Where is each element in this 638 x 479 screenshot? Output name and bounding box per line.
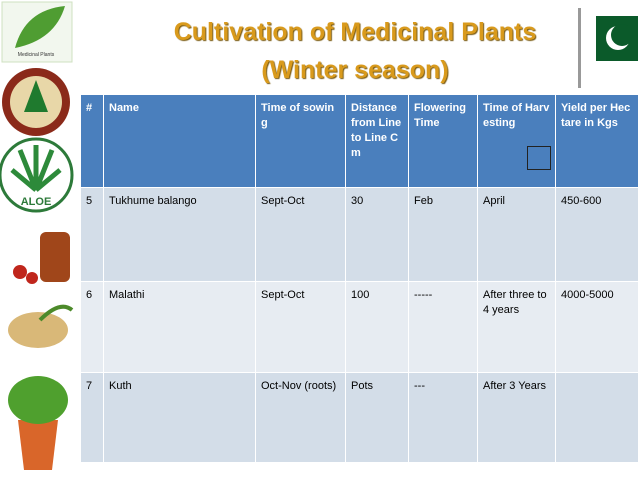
- ginger: [8, 312, 68, 348]
- table-cell: April: [477, 187, 556, 282]
- checkbox: [527, 146, 551, 170]
- column-header: Yield per Hectare in Kgs: [555, 94, 638, 188]
- column-header: Distance from Line to Line Cm: [345, 94, 409, 188]
- table-cell: Tukhume balango: [103, 187, 256, 282]
- table-cell: 30: [345, 187, 409, 282]
- table-cell: Oct-Nov (roots): [255, 372, 346, 463]
- tree: [24, 80, 48, 112]
- basil: [8, 376, 68, 424]
- logo-text: Medicinal Plants: [18, 52, 55, 58]
- column-header: Time of Harvesting: [477, 94, 556, 188]
- table-cell: 5: [80, 187, 104, 282]
- flag: [578, 8, 638, 88]
- table-cell: Pots: [345, 372, 409, 463]
- leaf: [15, 6, 65, 48]
- table-cell: ---: [408, 372, 478, 463]
- table-cell: 4000-5000: [555, 281, 638, 373]
- column-header: Time of sowing: [255, 94, 346, 188]
- table-row: 6 Malathi Sept-Oct 100 ----- After three to 4…: [80, 281, 638, 373]
- ginger-leaf: [38, 304, 74, 322]
- aloe-plant: [10, 145, 62, 192]
- column-header: Flowering Time: [408, 94, 478, 188]
- aloe-text: ALOE: [21, 196, 52, 208]
- table-cell: Kuth: [103, 372, 256, 463]
- crescent-cut: [611, 24, 633, 46]
- table-cell: Sept-Oct: [255, 187, 346, 282]
- table-cell: 100: [345, 281, 409, 373]
- left-images: Medicinal Plants ALOE: [0, 1, 74, 470]
- column-header: Name: [103, 94, 256, 188]
- pot: [18, 420, 58, 470]
- flag-white: [582, 16, 596, 61]
- table-cell: 450-600: [555, 187, 638, 282]
- table-cell: 7: [80, 372, 104, 463]
- table-cell: [555, 372, 638, 463]
- berry: [26, 272, 38, 284]
- table-cell: Sept-Oct: [255, 281, 346, 373]
- pole: [578, 8, 581, 88]
- column-header: #: [80, 94, 104, 188]
- table-cell: 6: [80, 281, 104, 373]
- table-cell: Feb: [408, 187, 478, 282]
- berry: [13, 265, 27, 279]
- title: Cultivation of Medicinal Plants: [173, 18, 537, 46]
- table: # Name Time of sowing Distance from Line to…: [80, 94, 638, 463]
- table-row: 5 Tukhume balango Sept-Oct 30 Feb April 450-60…: [80, 187, 638, 282]
- table-cell: Malathi: [103, 281, 256, 373]
- header-row: # Name Time of sowing Distance from Line to…: [80, 94, 638, 188]
- bottle: [40, 232, 70, 282]
- subtitle: (Winter season): [261, 56, 449, 84]
- table-row: 7 Kuth Oct-Nov (roots) Pots --- After 3 Years: [80, 372, 638, 463]
- table-cell: After three to 4 years: [477, 281, 556, 373]
- table-cell: -----: [408, 281, 478, 373]
- table-cell: After 3 Years: [477, 372, 556, 463]
